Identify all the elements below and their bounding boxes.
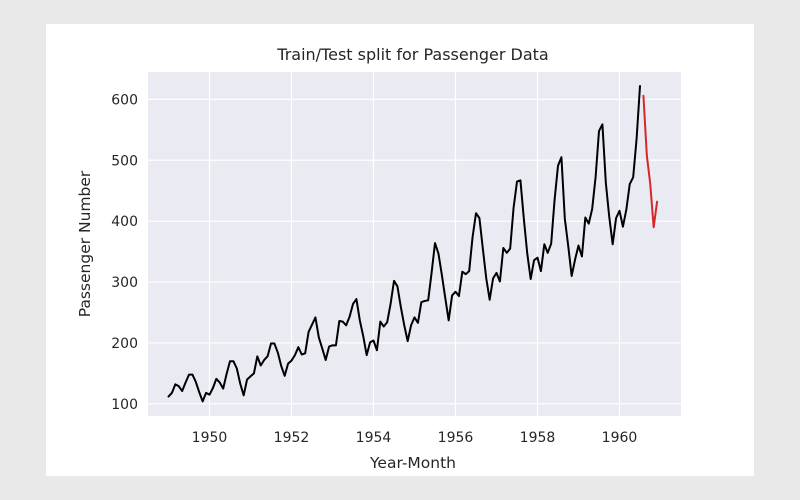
y-axis-title: Passenger Number bbox=[76, 170, 94, 317]
x-tick-label: 1952 bbox=[274, 430, 310, 446]
x-tick-label: 1950 bbox=[192, 430, 228, 446]
line-chart: Train/Test split for Passenger Data 100 2… bbox=[76, 45, 681, 472]
grid bbox=[148, 72, 681, 416]
x-tick-label: 1954 bbox=[356, 430, 392, 446]
x-tick-label: 1960 bbox=[602, 430, 638, 446]
series-group bbox=[167, 85, 659, 403]
plot-area bbox=[148, 72, 681, 416]
train-series-line bbox=[167, 85, 641, 403]
chart-title: Train/Test split for Passenger Data bbox=[276, 45, 548, 64]
y-tick-label: 300 bbox=[111, 275, 138, 291]
y-tick-label: 500 bbox=[111, 153, 138, 169]
chart-figure: Train/Test split for Passenger Data 100 2… bbox=[46, 24, 754, 476]
y-tick-labels: 100 200 300 400 500 600 bbox=[111, 92, 138, 412]
x-tick-labels: 1950 1952 1954 1956 1958 1960 bbox=[192, 430, 638, 446]
test-series-line bbox=[642, 94, 659, 229]
x-tick-label: 1956 bbox=[438, 430, 474, 446]
y-tick-label: 600 bbox=[111, 92, 138, 108]
x-tick-label: 1958 bbox=[520, 430, 556, 446]
y-tick-label: 400 bbox=[111, 214, 138, 230]
y-tick-label: 100 bbox=[111, 397, 138, 413]
x-axis-title: Year-Month bbox=[369, 454, 456, 472]
y-tick-label: 200 bbox=[111, 336, 138, 352]
